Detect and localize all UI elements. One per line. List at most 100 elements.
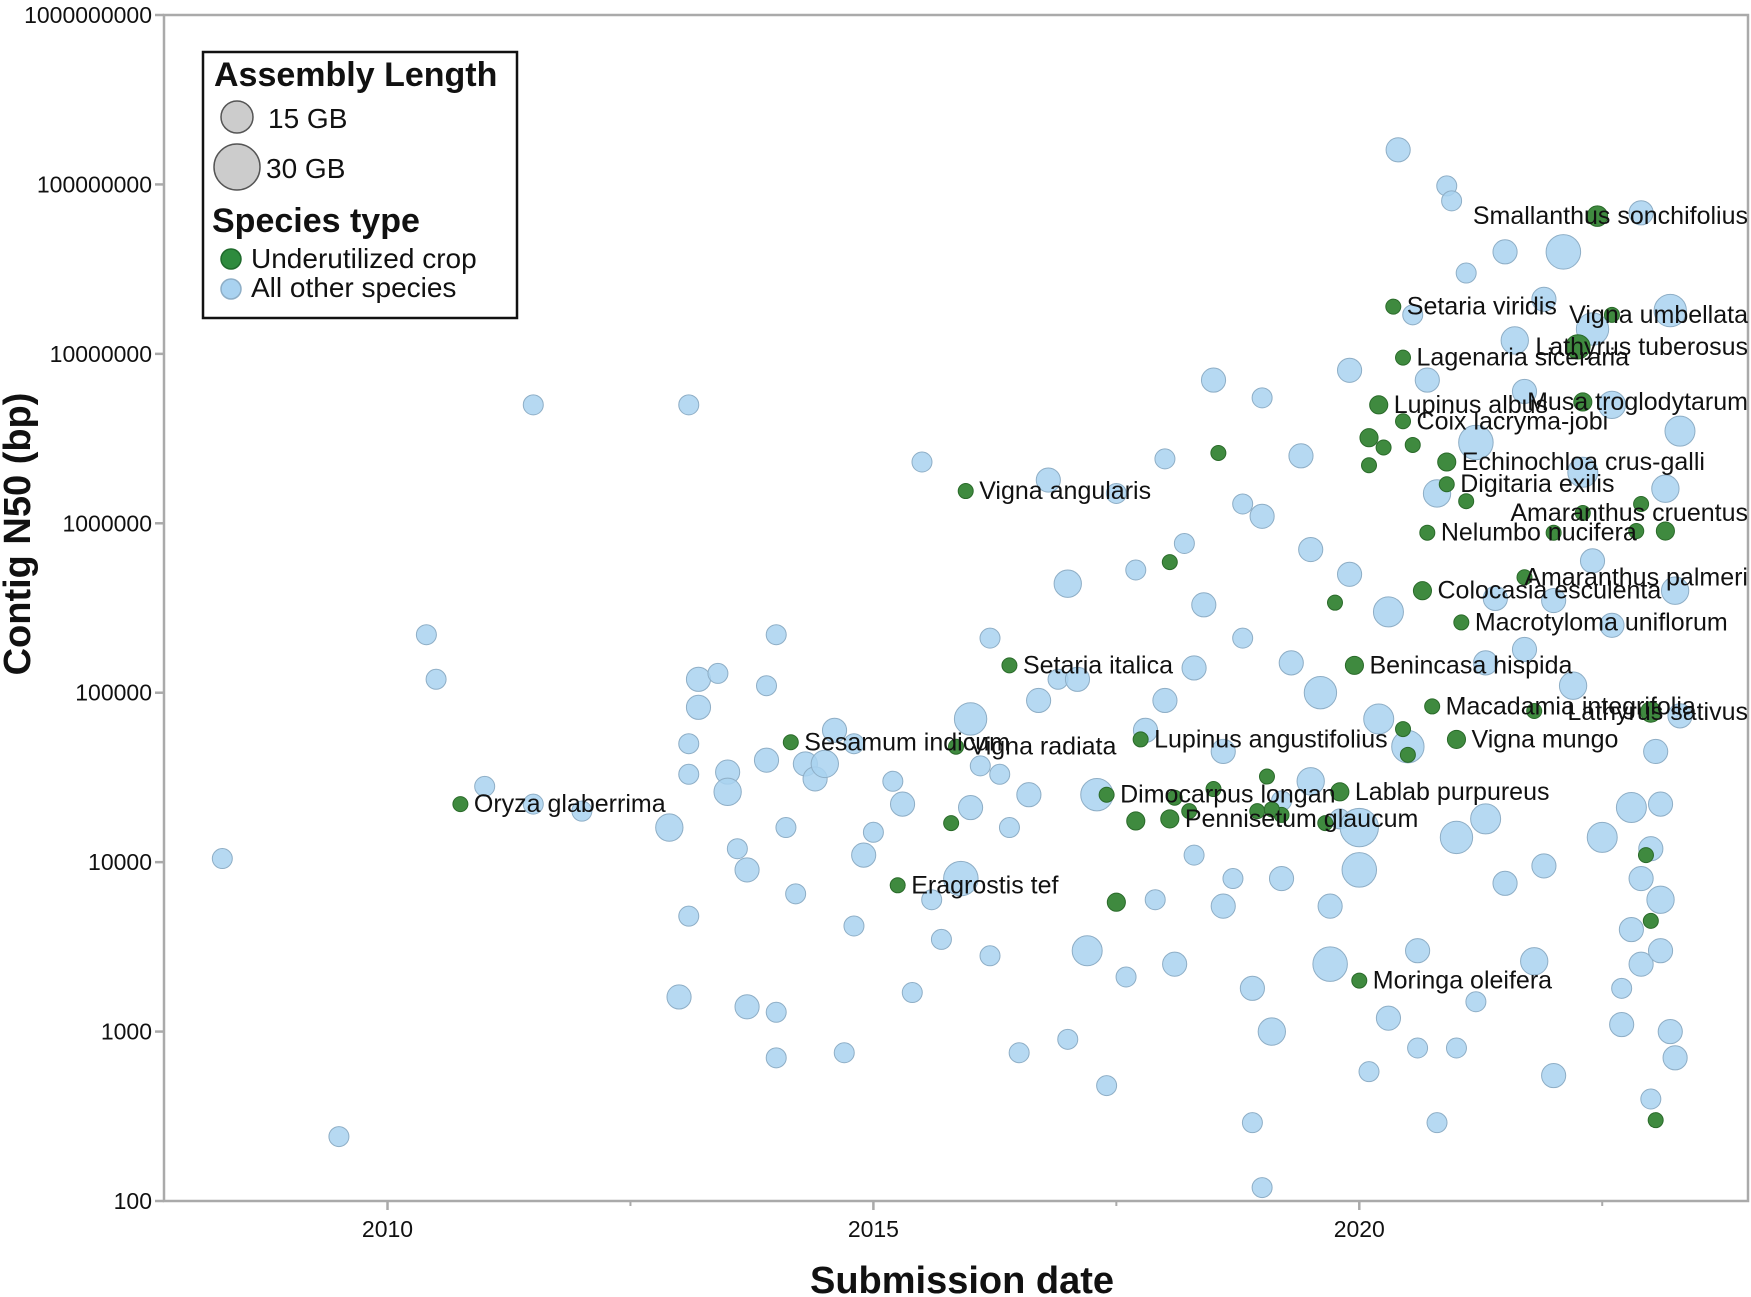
point-other-species: [1115, 966, 1137, 988]
x-tick-label: 2010: [362, 1216, 413, 1242]
point-other-species: [211, 848, 233, 870]
point-underutilized-crop: [1385, 298, 1402, 315]
legend-box: [201, 50, 519, 320]
point-label: Lathyrus sativus: [1567, 698, 1748, 726]
y-tick-label: 1000000: [62, 510, 152, 536]
point-label: Pennisetum glaucum: [1185, 805, 1418, 833]
point-underutilized-crop: [1351, 972, 1368, 989]
point-underutilized-crop: [889, 877, 906, 894]
point-underutilized-crop: [1330, 782, 1350, 802]
point-other-species: [1173, 532, 1195, 554]
point-label: Lablab purpureus: [1355, 778, 1550, 806]
point-other-species: [1664, 415, 1696, 447]
point-other-species: [979, 945, 1001, 967]
point-other-species: [1643, 738, 1669, 765]
point-underutilized-crop: [1446, 729, 1467, 749]
point-underutilized-crop: [1210, 444, 1227, 461]
legend-type-label-other: All other species: [251, 272, 456, 303]
point-other-species: [1455, 262, 1477, 284]
point-underutilized-crop: [1640, 701, 1662, 723]
point-other-species: [1363, 703, 1395, 735]
point-other-species: [1520, 947, 1549, 976]
point-other-species: [1026, 687, 1052, 714]
point-other-species: [911, 451, 933, 473]
point-other-species: [1647, 791, 1674, 817]
point-underutilized-crop: [1526, 702, 1543, 719]
point-other-species: [1609, 1011, 1635, 1038]
point-label: Macrotyloma uniflorum: [1475, 608, 1728, 636]
point-underutilized-crop: [1326, 594, 1343, 611]
point-other-species: [1500, 326, 1529, 355]
point-labels: Smallanthus sonchifolius Vigna umbellata S…: [474, 202, 1748, 994]
point-other-species: [1232, 627, 1254, 649]
point-other-species: [678, 763, 700, 785]
point-label: Vigna umbellata: [1569, 301, 1748, 329]
y-axis-title: Contig N50 (bp): [0, 393, 39, 676]
point-label: Lagenaria siceraria: [1417, 344, 1630, 372]
point-other-species: [1407, 1037, 1429, 1059]
point-other-species: [1541, 1062, 1567, 1089]
point-other-species: [328, 1126, 350, 1148]
point-other-species: [921, 889, 943, 911]
point-other-species: [1016, 782, 1042, 808]
point-other-species: [1035, 467, 1061, 493]
point-other-species: [1222, 868, 1244, 890]
x-axis-title: Submission date: [810, 1260, 1114, 1297]
point-underutilized-crop: [1395, 413, 1412, 430]
point-other-species: [1249, 503, 1275, 529]
point-other-species: [1268, 865, 1295, 892]
point-underutilized-crop: [1205, 781, 1222, 798]
legend: Assembly Length 15 GB 30 GB Species type…: [201, 50, 519, 320]
legend-size-marker-15gb: [220, 100, 254, 134]
point-other-species: [979, 627, 1001, 649]
legend-size-marker-30gb: [213, 143, 261, 191]
point-other-species: [1531, 853, 1557, 879]
point-underutilized-crop: [1633, 495, 1650, 512]
point-other-species: [943, 860, 979, 897]
point-underutilized-crop: [1628, 523, 1645, 540]
point-underutilized-crop: [1655, 521, 1675, 541]
plot-frame: [162, 13, 1750, 1203]
point-label: Vigna mungo: [1472, 725, 1619, 753]
point-underutilized-crop: [957, 483, 974, 500]
point-underutilized-crop: [1424, 698, 1441, 715]
point-other-species: [1662, 1045, 1688, 1071]
point-label: Macadamia integrifolia: [1446, 692, 1696, 720]
plot-area: [162, 13, 1750, 1203]
point-other-species: [1511, 378, 1538, 405]
point-label: Digitaria exilis: [1460, 470, 1614, 498]
point-other-species: [953, 702, 988, 736]
point-other-species: [969, 755, 991, 777]
point-underutilized-crop: [1573, 392, 1593, 412]
point-label: Coix lacryma-jobi: [1417, 407, 1609, 435]
point-other-species: [1251, 387, 1273, 409]
point-other-species: [851, 842, 877, 868]
point-other-species: [1597, 390, 1627, 420]
point-label: Nelumbo nucifera: [1441, 519, 1637, 547]
point-label: Setaria viridis: [1407, 293, 1557, 321]
y-tick-label: 1000000000: [24, 2, 152, 28]
point-underutilized-crop: [1317, 815, 1334, 832]
axes: 100 1000 10000 100000 1000000 10000000 1000000…: [24, 2, 1604, 1242]
point-other-species: [678, 394, 700, 416]
point-label: Amaranthus palmeri: [1524, 563, 1748, 591]
point-other-species: [1312, 946, 1348, 982]
point-other-species: [1531, 286, 1557, 312]
point-other-species: [734, 857, 760, 883]
point-other-species: [655, 813, 684, 842]
point-label: Lathyrus tuberosus: [1535, 333, 1748, 361]
point-underutilized-crop: [1412, 581, 1433, 601]
point-underutilized-crop: [1395, 721, 1412, 738]
point-underutilized-crop: [1098, 786, 1115, 803]
point-other-species: [1191, 592, 1217, 618]
point-underutilized-crop: [1516, 569, 1533, 586]
point-other-species: [1336, 561, 1363, 587]
point-other-species: [1241, 1112, 1263, 1134]
point-underutilized-crop: [1637, 847, 1654, 864]
point-other-species: [1336, 357, 1363, 383]
y-tick-label: 100000: [75, 680, 152, 706]
point-label: Dimocarpus longan: [1120, 781, 1335, 809]
point-other-species: [685, 666, 712, 692]
point-other-species: [1358, 1061, 1380, 1083]
